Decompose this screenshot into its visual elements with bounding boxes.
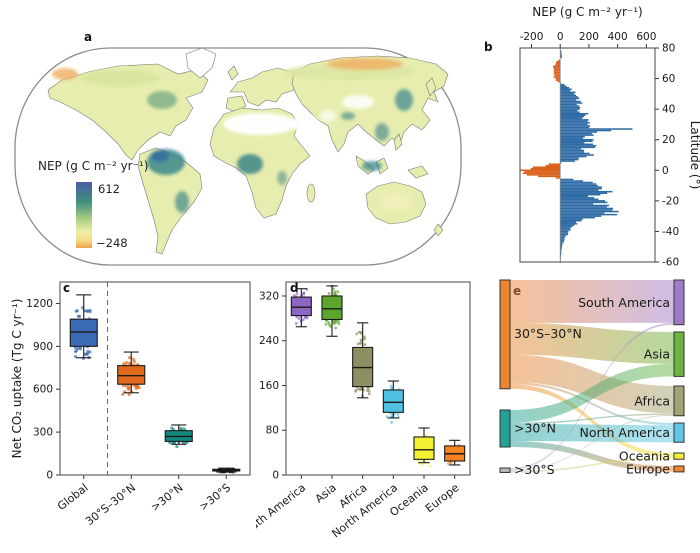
landmass-new-zealand [433,223,444,237]
landmass-madagascar [306,183,316,203]
sankey-target-label: North America [580,425,671,440]
landmass-europe [229,67,299,107]
sankey-link [510,384,674,458]
nep-patches [52,58,416,213]
panel-b-ytick: 0 [662,165,669,177]
sankey-target-node [673,385,685,417]
ytick-label: 160 [259,380,279,392]
panel-b-ytick: -20 [662,195,679,207]
sankey-target-node [673,279,685,326]
sankey-source-label: 30°S–30°N [514,326,582,341]
ytick-label: 1200 [26,298,53,310]
category-label: South America [256,481,308,541]
panel-b-xtick: 600 [636,31,656,43]
sankey-source-node [499,279,511,390]
landmass-japan [425,77,437,97]
sankey-chart: 30°S–30°N >30°N >30°S South America Asia Afri… [499,279,685,477]
ytick-label: 300 [33,427,53,439]
panel-b-ytick: 80 [662,43,675,55]
box-Asia [321,295,343,321]
sankey-link [510,322,674,470]
panel-b-ytick: -40 [662,226,679,238]
sankey-target-label: Asia [644,347,670,362]
landmass-philippines [393,133,403,151]
ytick-label: 0 [272,470,279,482]
sankey-link [510,441,674,472]
box-South America [290,296,312,317]
landmass-north-america [47,63,209,161]
landmass-new-guinea [407,165,429,179]
sankey-target-node [673,331,685,377]
colorbar-max-label: 612 [98,182,120,196]
landmass-uk [227,65,239,81]
ytick-label: 900 [33,341,53,353]
sankey-target-label: Africa [634,393,670,408]
panel-b-label: b [484,40,493,54]
panel-b-xtick: 0 [557,31,564,43]
panel-b-ylabel: Latitude (°) [688,121,700,190]
panel-b-ytick: 60 [662,73,675,85]
panel-b-title: NEP (g C m⁻² yr⁻¹) [532,5,642,19]
category-label: >30°N [148,481,185,514]
ytick-label: 80 [266,425,279,437]
world-map-svg [14,47,462,266]
sankey-link [510,424,674,443]
panel-b-xtick: 200 [579,31,599,43]
panel-c-label: c [63,281,71,295]
category-label: Europe [423,481,462,515]
ytick-label: 240 [259,335,279,347]
ytick-label: 320 [259,290,279,302]
sankey-target-label: South America [578,295,670,310]
ytick-label: 0 [46,470,53,482]
panel-a-label: a [84,30,93,44]
category-label: >30°S [197,481,233,513]
panel-b-ytick: 20 [662,134,675,146]
sankey-link [510,363,674,423]
box-Global [69,318,98,347]
sankey-target-node [673,452,685,460]
category-label: 30°S–30°N [83,481,138,528]
sankey-target-label: Europe [626,461,670,476]
ytick-label: 600 [33,384,53,396]
sankey-link [510,322,674,364]
sankey-link [510,354,674,414]
landmass-greenland [185,47,217,79]
sankey-source-node [499,409,511,448]
panel-d-label: d [290,281,299,295]
box-30°S–30°N [117,365,146,385]
y-axis-label: Net CO₂ uptake (Tg C yr⁻¹) [10,299,24,459]
category-label: Asia [313,481,339,505]
sankey-link [510,280,674,323]
sankey-link [510,413,674,425]
colorbar-title: NEP (g C m⁻² yr⁻¹) [38,159,149,173]
category-label: Global [55,481,91,513]
box-North America [382,389,404,413]
sankey-source-label: >30°N [514,421,556,436]
sankey-source-label: >30°S [514,462,555,477]
box-Oceania [413,436,435,460]
sankey-link [510,414,674,471]
panel-b-xtick: 400 [608,31,628,43]
sankey-target-node [673,465,685,473]
sankey-link [510,457,674,473]
sankey-target-node [673,422,685,443]
panel-b-xtick: -200 [520,31,544,43]
colorbar-min-label: −248 [96,236,128,250]
latitude-profile-chart: NEP (g C m⁻² yr⁻¹)-200 0 200 400 60080604020… [519,5,700,269]
sankey-link [510,382,674,426]
panel-b-ytick: -60 [662,257,679,269]
sankey-source-node [499,467,511,473]
panel-b-ytick: 40 [662,104,675,116]
sankey-target-label: Oceania [619,449,670,464]
colorbar [76,182,92,248]
